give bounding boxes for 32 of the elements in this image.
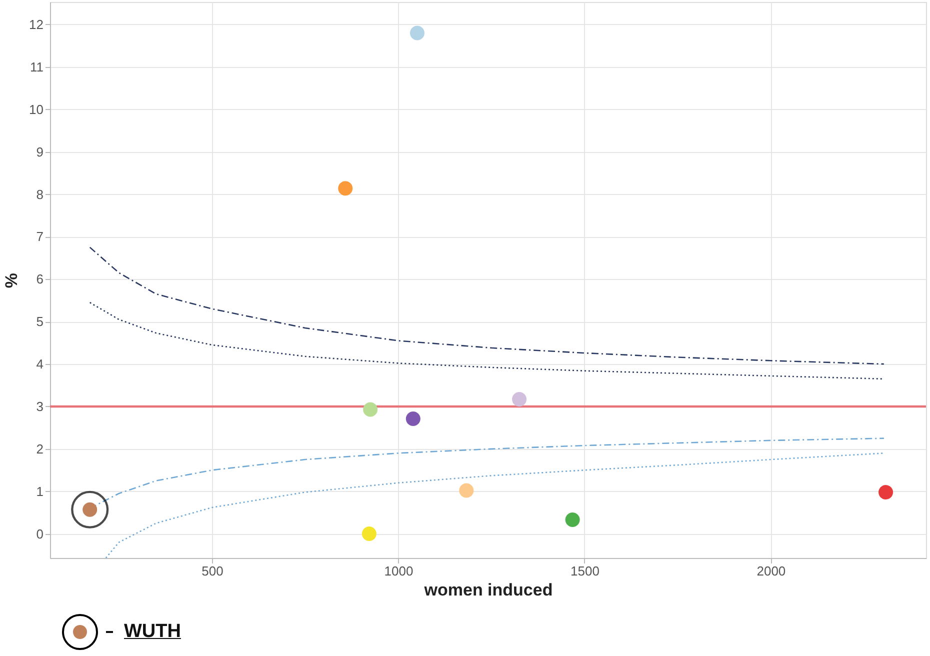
y-tick-label: 4 bbox=[36, 356, 44, 372]
point bbox=[338, 181, 353, 196]
point bbox=[878, 484, 894, 500]
line-series bbox=[105, 452, 885, 558]
y-tick-label: 3 bbox=[36, 398, 44, 414]
y-tick-label: 9 bbox=[36, 144, 44, 160]
y-axis-title: % bbox=[2, 272, 22, 288]
y-tick-label: 11 bbox=[30, 59, 44, 74]
line-series bbox=[89, 246, 885, 365]
point bbox=[406, 412, 420, 426]
line-series bbox=[89, 302, 885, 380]
y-tick-label: 5 bbox=[36, 314, 44, 330]
point bbox=[565, 512, 580, 528]
y-tick-label: 0 bbox=[36, 526, 44, 542]
point bbox=[363, 402, 378, 417]
y-tick-label: 2 bbox=[36, 441, 44, 456]
point bbox=[459, 483, 474, 498]
y-tick-label: 7 bbox=[36, 229, 44, 244]
x-tick-label: 500 bbox=[202, 564, 224, 578]
y-tick-label: 1 bbox=[36, 484, 44, 499]
y-tick-label: 10 bbox=[29, 102, 44, 117]
y-tick-label: 6 bbox=[36, 272, 44, 287]
point bbox=[362, 526, 376, 542]
y-tick-label: 8 bbox=[36, 186, 44, 202]
x-tick-label: 1000 bbox=[384, 564, 414, 578]
x-axis-title: women induced bbox=[423, 580, 553, 600]
x-tick-label: 1500 bbox=[570, 564, 600, 578]
text: WUTH bbox=[124, 621, 181, 643]
point bbox=[410, 26, 424, 40]
y-tick-label: 12 bbox=[29, 16, 44, 32]
point bbox=[512, 392, 527, 406]
x-tick-label: 2000 bbox=[756, 564, 786, 578]
